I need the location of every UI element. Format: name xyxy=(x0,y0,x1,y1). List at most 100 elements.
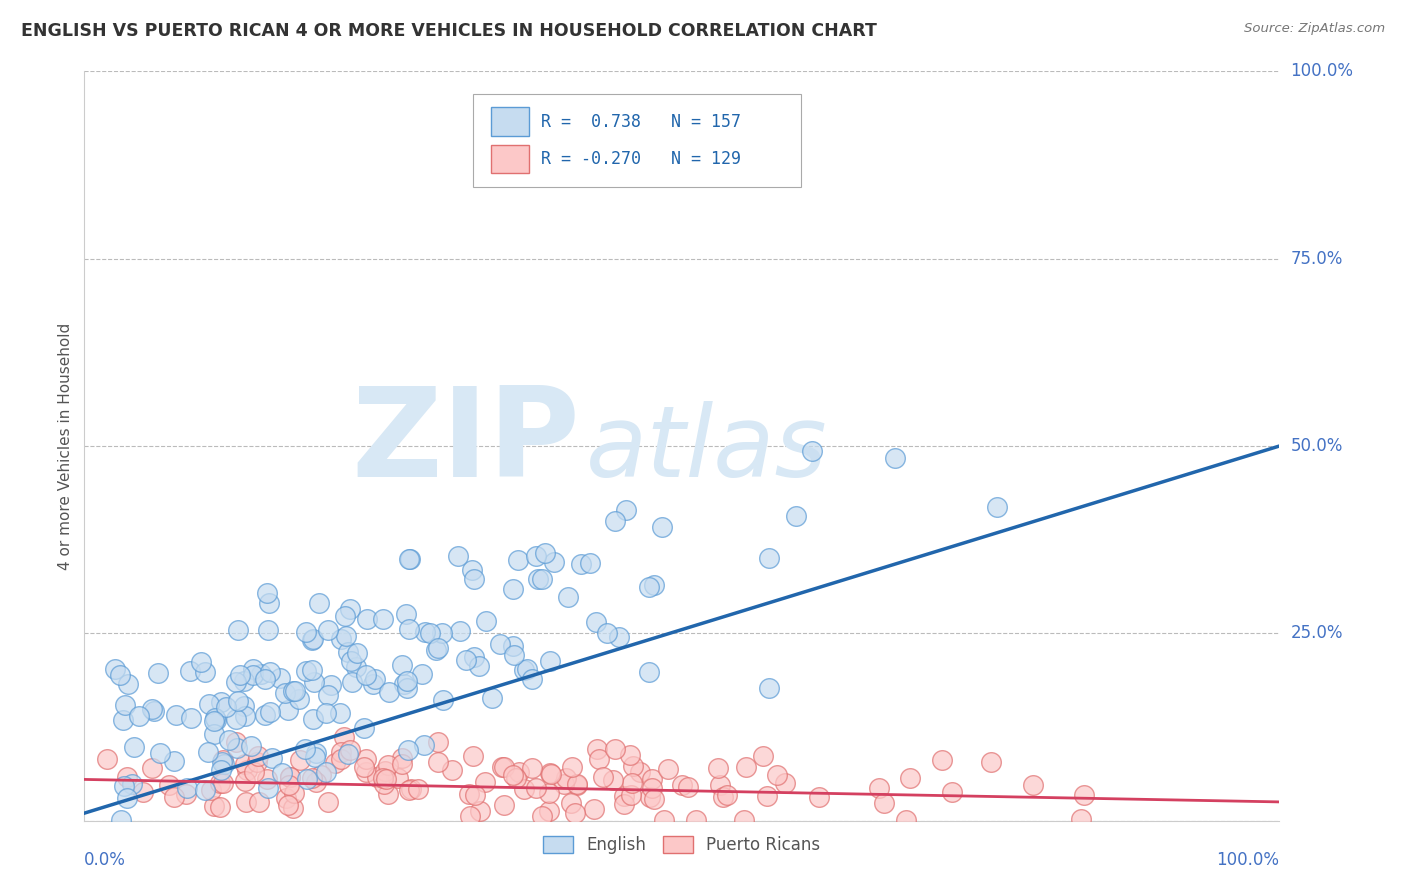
Point xyxy=(281,684,304,698)
Point xyxy=(330,632,353,646)
Point xyxy=(333,730,356,744)
Point xyxy=(260,751,283,765)
Point xyxy=(212,775,235,789)
Point xyxy=(353,760,375,774)
Point xyxy=(463,650,485,665)
Point xyxy=(413,624,436,639)
Point xyxy=(209,695,232,709)
Point xyxy=(807,790,830,805)
Point xyxy=(758,551,780,566)
Point xyxy=(204,711,226,725)
Point xyxy=(685,813,707,827)
Text: ZIP: ZIP xyxy=(352,382,581,503)
Point xyxy=(337,747,360,761)
Point xyxy=(233,708,256,723)
Point xyxy=(301,771,323,785)
Point xyxy=(115,770,138,784)
Text: 75.0%: 75.0% xyxy=(1291,250,1343,268)
Point xyxy=(209,800,232,814)
Point xyxy=(492,760,515,774)
Point xyxy=(592,770,614,784)
Point xyxy=(540,767,562,781)
Point xyxy=(278,778,301,792)
FancyBboxPatch shape xyxy=(472,94,801,187)
Point xyxy=(643,792,665,806)
Point xyxy=(361,677,384,691)
Point xyxy=(713,790,735,805)
Point xyxy=(596,626,619,640)
Point xyxy=(524,549,547,564)
Point xyxy=(305,775,328,789)
Point xyxy=(716,788,738,802)
Point xyxy=(377,757,399,772)
Point xyxy=(302,674,325,689)
Point xyxy=(406,781,429,796)
Point xyxy=(202,714,225,728)
Point xyxy=(378,684,401,698)
Point xyxy=(284,683,307,698)
Point xyxy=(301,663,323,677)
Point xyxy=(239,739,262,753)
Point xyxy=(283,786,305,800)
Point xyxy=(225,735,247,749)
Point xyxy=(538,765,561,780)
Point xyxy=(440,764,463,778)
Point xyxy=(259,705,281,719)
Point xyxy=(335,629,357,643)
Point xyxy=(209,763,232,777)
Point xyxy=(301,633,323,648)
Point xyxy=(319,678,342,692)
Point xyxy=(614,503,637,517)
Point xyxy=(198,698,221,712)
Point xyxy=(212,757,235,772)
Point xyxy=(637,580,659,594)
Point xyxy=(427,735,450,749)
FancyBboxPatch shape xyxy=(491,145,529,173)
Point xyxy=(180,711,202,725)
Point xyxy=(449,624,471,639)
Point xyxy=(773,776,796,790)
Point xyxy=(427,641,450,656)
Point xyxy=(398,552,420,566)
Point xyxy=(613,797,636,811)
Point xyxy=(143,704,166,718)
Point xyxy=(1070,812,1092,826)
Point xyxy=(395,607,418,621)
Point xyxy=(276,791,298,805)
Point xyxy=(318,623,340,637)
Point xyxy=(524,781,547,796)
Point xyxy=(246,749,269,764)
Point xyxy=(218,733,240,747)
Point xyxy=(225,675,247,690)
Point xyxy=(530,808,553,822)
Point xyxy=(194,665,217,679)
Point xyxy=(488,637,510,651)
Point xyxy=(657,762,679,776)
Point xyxy=(277,702,299,716)
Point xyxy=(304,749,326,764)
Point xyxy=(603,514,626,528)
Point xyxy=(202,798,225,813)
Point xyxy=(505,771,527,785)
Point xyxy=(585,742,607,756)
Point xyxy=(228,624,250,638)
Point xyxy=(491,760,513,774)
Point xyxy=(212,753,235,767)
Point xyxy=(643,578,665,592)
Point xyxy=(354,765,377,780)
Point xyxy=(432,626,454,640)
Point xyxy=(215,700,238,714)
Point xyxy=(446,549,468,563)
Point xyxy=(373,777,395,791)
Point xyxy=(229,668,252,682)
Point xyxy=(281,800,304,814)
Point xyxy=(531,572,554,586)
Point xyxy=(256,772,278,786)
Point xyxy=(246,756,269,770)
Point xyxy=(508,765,530,780)
Point xyxy=(613,789,636,803)
Point xyxy=(398,552,420,566)
Point xyxy=(411,667,433,681)
Point xyxy=(364,672,387,686)
Point xyxy=(257,780,280,795)
